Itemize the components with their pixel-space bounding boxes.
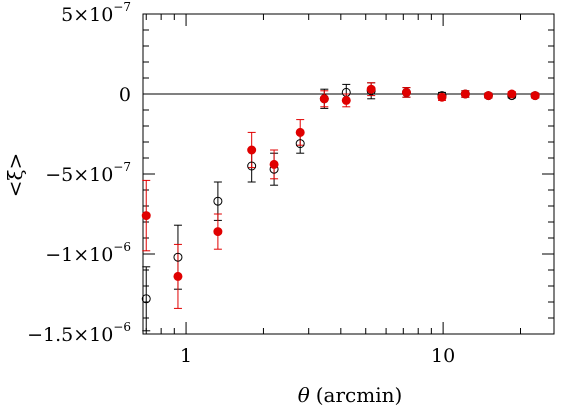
y-tick-exponent: −7 xyxy=(113,0,131,14)
red-series-point xyxy=(483,91,493,101)
red-series-point xyxy=(341,95,351,105)
red-series-point xyxy=(437,92,447,102)
red-series-point xyxy=(247,145,257,155)
black-series-point xyxy=(213,196,223,206)
red-series-point xyxy=(460,89,470,99)
y-axis-label: <ξ> xyxy=(3,153,27,198)
red-series-point xyxy=(173,271,183,281)
y-tick-label: −1×10−6 xyxy=(45,240,131,266)
plot-frame xyxy=(142,13,555,335)
y-tick-exponent: −7 xyxy=(113,160,131,174)
x-axis-symbol: θ xyxy=(298,383,310,407)
red-series-point xyxy=(295,127,305,137)
y-tick-label: −5×10−7 xyxy=(45,160,131,186)
y-tick-exponent: −6 xyxy=(113,240,131,254)
black-series-point xyxy=(295,139,305,149)
y-tick-mantissa: 0 xyxy=(119,84,131,106)
red-series-point xyxy=(213,227,223,237)
y-tick-exponent: −6 xyxy=(113,320,131,334)
y-tick-mantissa: −5×10 xyxy=(45,164,113,186)
y-tick-label: −1.5×10−6 xyxy=(27,320,131,346)
red-series-point xyxy=(366,84,376,94)
x-axis-unit: (arcmin) xyxy=(316,383,403,407)
red-series-point xyxy=(507,89,517,99)
y-tick-mantissa: −1×10 xyxy=(45,244,113,266)
red-series-point xyxy=(319,94,329,104)
x-axis-label: θ (arcmin) xyxy=(298,383,403,407)
y-tick-mantissa: 5×10 xyxy=(61,4,113,26)
black-series-point xyxy=(173,252,183,262)
black-series-point xyxy=(141,294,151,304)
x-tick-label: 10 xyxy=(431,345,455,367)
y-tick-label: 5×10−7 xyxy=(61,0,131,26)
red-series-point xyxy=(141,211,151,221)
red-series-point xyxy=(269,159,279,169)
black-series-point xyxy=(247,161,257,171)
y-tick-label: 0 xyxy=(119,84,131,106)
y-tick-mantissa: −1.5×10 xyxy=(27,324,113,346)
x-tick-label: 1 xyxy=(180,345,192,367)
red-series-point xyxy=(530,91,540,101)
red-series-point xyxy=(401,87,411,97)
